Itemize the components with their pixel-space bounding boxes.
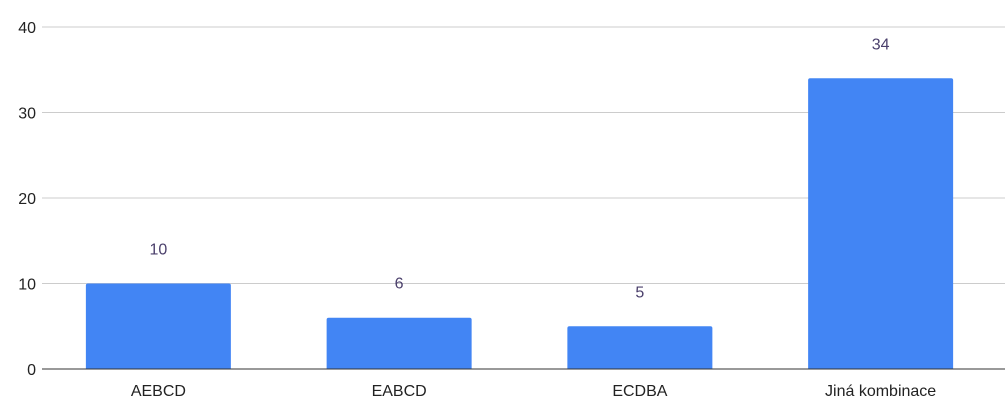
data-label: 5: [635, 284, 644, 301]
y-tick-label: 0: [27, 362, 36, 379]
y-axis-ticks: 0 10 20 30 40: [18, 20, 36, 379]
bar-jiná-kombinace[interactable]: [808, 78, 954, 370]
x-axis-ticks: AEBCD EABCD ECDBA Jiná kombinace: [131, 383, 937, 400]
data-label: 34: [872, 36, 890, 53]
y-tick-label: 20: [18, 191, 36, 208]
y-tick-label: 30: [18, 106, 36, 123]
data-label: 6: [395, 276, 404, 293]
y-tick-label: 40: [18, 20, 36, 37]
bar-ecdba[interactable]: [567, 326, 713, 369]
x-tick-label: Jiná kombinace: [825, 383, 936, 400]
bar-eabcd[interactable]: [326, 317, 472, 369]
x-tick-label: ECDBA: [612, 383, 667, 400]
x-tick-label: AEBCD: [131, 383, 186, 400]
data-label: 10: [149, 242, 167, 259]
y-tick-label: 10: [18, 277, 36, 294]
x-tick-label: EABCD: [372, 383, 427, 400]
bar-aebcd[interactable]: [85, 283, 231, 370]
data-labels: 10 6 5 34: [149, 36, 889, 301]
bars: [85, 78, 954, 370]
